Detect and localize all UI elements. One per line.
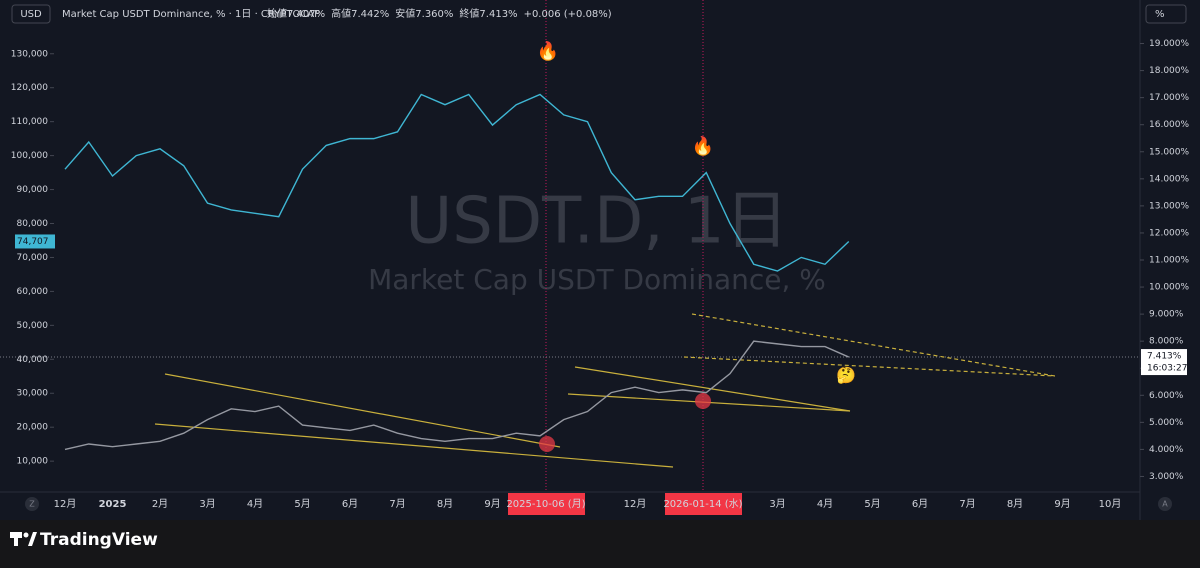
unit-button[interactable] [1145,4,1187,24]
x-tick-label: 3月 [769,498,785,510]
series-line [64,93,850,272]
y-tick-label: 50,000 [17,321,49,331]
y-tick-label: 30,000 [17,389,49,399]
y2-tick-label: 16.000% [1149,120,1189,130]
countdown: 16:03:27 [1147,364,1187,374]
annotation: 🔥 [692,135,714,157]
ohlc-label: 始値 [267,7,287,20]
annotation: 🔥 [537,40,559,62]
series-line [64,340,850,451]
date-label-bg [508,493,585,515]
x-tick-label: 8月 [1007,498,1023,510]
x-tick-label: 12月 [624,498,647,510]
ohlc-value: 7.360% [415,9,453,20]
annotation: 🤔 [836,366,856,385]
y2-tick-label: 6.000% [1149,391,1184,401]
y-tick-label: 100,000 [11,151,48,161]
y-tick-label: 120,000 [11,83,48,93]
y2-tick-label: 3.000% [1149,472,1184,482]
x-tick-label: 6月 [342,498,358,510]
watermark-name: Market Cap USDT Dominance, % [368,263,826,296]
ohlc-label: 安値 [395,7,415,20]
ohlc-label: 高値 [331,7,351,20]
ohlc-label: 終値 [459,7,479,20]
y-tick-label: 20,000 [17,423,49,433]
ohlc-value: 7.407% [287,9,325,20]
brand: TradingView [40,530,158,550]
y2-tick-label: 19.000% [1149,39,1189,49]
marker [695,393,711,409]
date-label: 2026-01-14 (水) [663,498,742,510]
x-tick-label: 12月 [54,498,77,510]
x-tick-label: 7月 [389,498,405,510]
y2-tick-label: 8.000% [1149,337,1184,347]
y2-tick-label: 9.000% [1149,310,1184,320]
price-label-bg [1141,349,1187,376]
y2-tick-label: 18.000% [1149,66,1189,76]
y2-tick-label: 5.000% [1149,418,1184,428]
auto-button[interactable] [1158,497,1172,511]
x-tick-label: 9月 [484,498,500,510]
currency-button[interactable] [11,4,51,24]
x-tick-label: 6月 [912,498,928,510]
price-label-bg [15,234,55,249]
y-tick-label: 80,000 [17,219,49,229]
x-tick-label: 7月 [959,498,975,510]
ohlc-value: 7.442% [351,9,389,20]
unit[interactable]: % [1155,9,1165,20]
trendlines [154,313,1056,468]
currency[interactable]: USD [20,9,42,20]
x-tick-label: 2月 [152,498,168,510]
marker [539,436,555,452]
date-label: 2025-10-06 (月) [506,498,585,510]
price-label: 74,707 [17,237,49,247]
watermark-symbol: USDT.D, 1日 [405,185,788,259]
y2-tick-label: 15.000% [1149,147,1189,157]
y-tick-label: 70,000 [17,253,49,263]
x-tick-label: 8月 [437,498,453,510]
x-tick-label: 4月 [247,498,263,510]
logo [10,532,37,546]
y2-tick-label: 11.000% [1149,256,1189,266]
zoom-label[interactable]: Z [29,500,35,509]
y-tick-label: 130,000 [11,49,48,59]
x-tick-label: 9月 [1054,498,1070,510]
y2-tick-label: 4.000% [1149,445,1184,455]
y-tick-label: 40,000 [17,355,49,365]
y-tick-label: 110,000 [11,117,48,127]
y2-tick-label: 14.000% [1149,174,1189,184]
title: Market Cap USDT Dominance, % · 1日 · CRYP… [62,9,320,20]
auto-label[interactable]: A [1162,500,1168,509]
y2-tick-label: 10.000% [1149,283,1189,293]
y-tick-label: 60,000 [17,287,49,297]
y2-tick-label: 12.000% [1149,228,1189,238]
date-label-bg [665,493,742,515]
x-tick-label: 5月 [294,498,310,510]
y2-tick-label: 17.000% [1149,93,1189,103]
x-tick-label: 4月 [817,498,833,510]
y-tick-label: 10,000 [17,457,49,467]
y2-tick-label: 13.000% [1149,201,1189,211]
x-tick-label: 2025 [99,499,127,510]
ohlc-value: 7.413% [479,9,517,20]
price-label: 7.413% [1147,352,1182,362]
ohlc: 始値7.407% 高値7.442% 安値7.360% 終値7.413% +0.006 (… [267,7,612,20]
zoom-button[interactable] [25,497,39,511]
x-tick-label: 3月 [199,498,215,510]
chart-bg [0,0,1200,520]
change: +0.006 (+0.08%) [524,9,612,20]
x-tick-label: 5月 [864,498,880,510]
x-tick-label: 10月 [1099,498,1122,510]
y-tick-label: 90,000 [17,185,49,195]
